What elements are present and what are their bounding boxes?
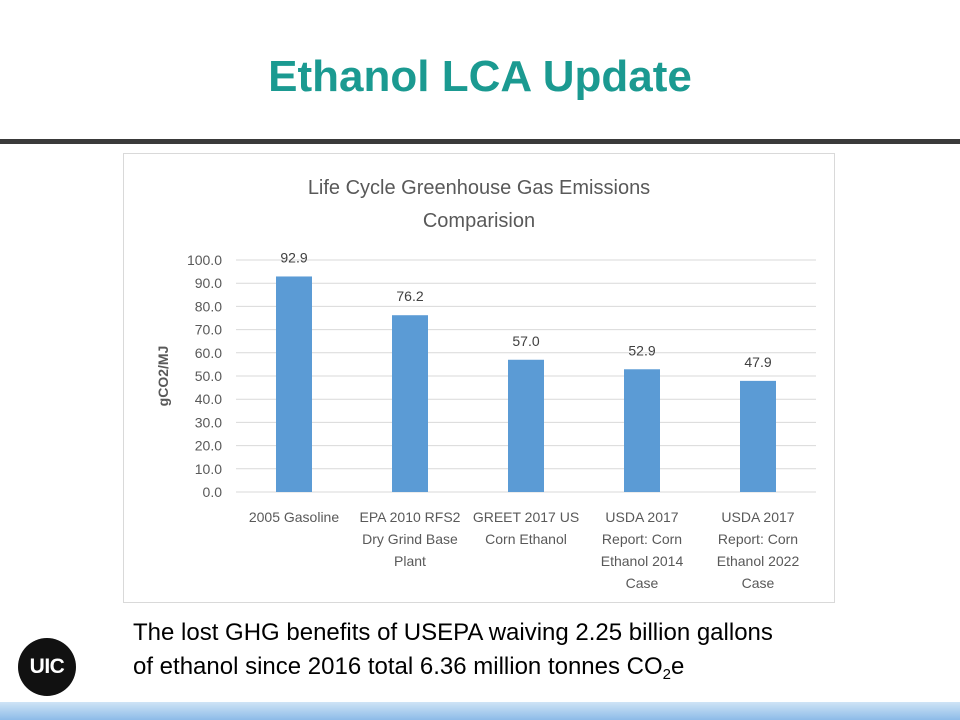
- caption: The lost GHG benefits of USEPA waiving 2…: [133, 616, 933, 684]
- x-tick-label: Report: Corn: [602, 531, 682, 547]
- y-tick-label: 100.0: [187, 252, 222, 268]
- chart-title-line: Life Cycle Greenhouse Gas Emissions: [308, 177, 650, 199]
- x-tick-label: Corn Ethanol: [485, 531, 567, 547]
- y-tick-label: 70.0: [195, 322, 222, 338]
- y-axis-label: gCO2/MJ: [155, 346, 171, 407]
- y-tick-label: 90.0: [195, 275, 222, 291]
- x-tick-label: GREET 2017 US: [473, 509, 579, 525]
- data-label: 52.9: [628, 342, 655, 358]
- y-tick-label: 10.0: [195, 461, 222, 477]
- data-label: 47.9: [744, 354, 771, 370]
- x-tick-label: Case: [742, 575, 775, 591]
- y-tick-label: 0.0: [203, 484, 223, 500]
- x-tick-label: EPA 2010 RFS2: [360, 509, 461, 525]
- caption-line-2-text: of ethanol since 2016 total 6.36 million…: [133, 653, 663, 680]
- chart-title-line: Comparision: [423, 210, 535, 232]
- x-tick-label: Case: [626, 575, 659, 591]
- caption-line-1: The lost GHG benefits of USEPA waiving 2…: [133, 619, 773, 646]
- data-label: 76.2: [396, 288, 423, 304]
- y-tick-label: 50.0: [195, 368, 222, 384]
- caption-line-2-end: e: [671, 653, 685, 680]
- x-tick-label: Ethanol 2014: [601, 553, 684, 569]
- x-tick-label: USDA 2017: [721, 509, 794, 525]
- title-divider: [0, 139, 960, 144]
- x-tick-label: Dry Grind Base: [362, 531, 458, 547]
- data-label: 92.9: [280, 249, 307, 265]
- x-tick-label: Plant: [394, 553, 426, 569]
- bar: [276, 276, 312, 492]
- caption-subscript: 2: [662, 666, 672, 683]
- x-tick-label: USDA 2017: [605, 509, 678, 525]
- x-tick-label: Report: Corn: [718, 531, 798, 547]
- bar: [624, 369, 660, 492]
- data-label: 57.0: [512, 333, 539, 349]
- y-tick-label: 30.0: [195, 414, 222, 430]
- bar-chart: Life Cycle Greenhouse Gas Emissions Compa…: [155, 177, 816, 591]
- x-tick-label: Ethanol 2022: [717, 553, 800, 569]
- slide-title: Ethanol LCA Update: [268, 52, 692, 101]
- y-tick-label: 40.0: [195, 391, 222, 407]
- x-tick-label: 2005 Gasoline: [249, 509, 340, 525]
- bar: [392, 315, 428, 492]
- caption-line-2: of ethanol since 2016 total 6.36 million…: [133, 650, 933, 684]
- bar: [508, 359, 544, 492]
- y-tick-label: 60.0: [195, 345, 222, 361]
- footer-bar: [0, 702, 960, 720]
- y-tick-label: 80.0: [195, 298, 222, 314]
- chart-container: Life Cycle Greenhouse Gas Emissions Compa…: [123, 153, 835, 603]
- uic-logo: UIC: [18, 638, 76, 696]
- y-tick-label: 20.0: [195, 438, 222, 454]
- bar: [740, 380, 776, 492]
